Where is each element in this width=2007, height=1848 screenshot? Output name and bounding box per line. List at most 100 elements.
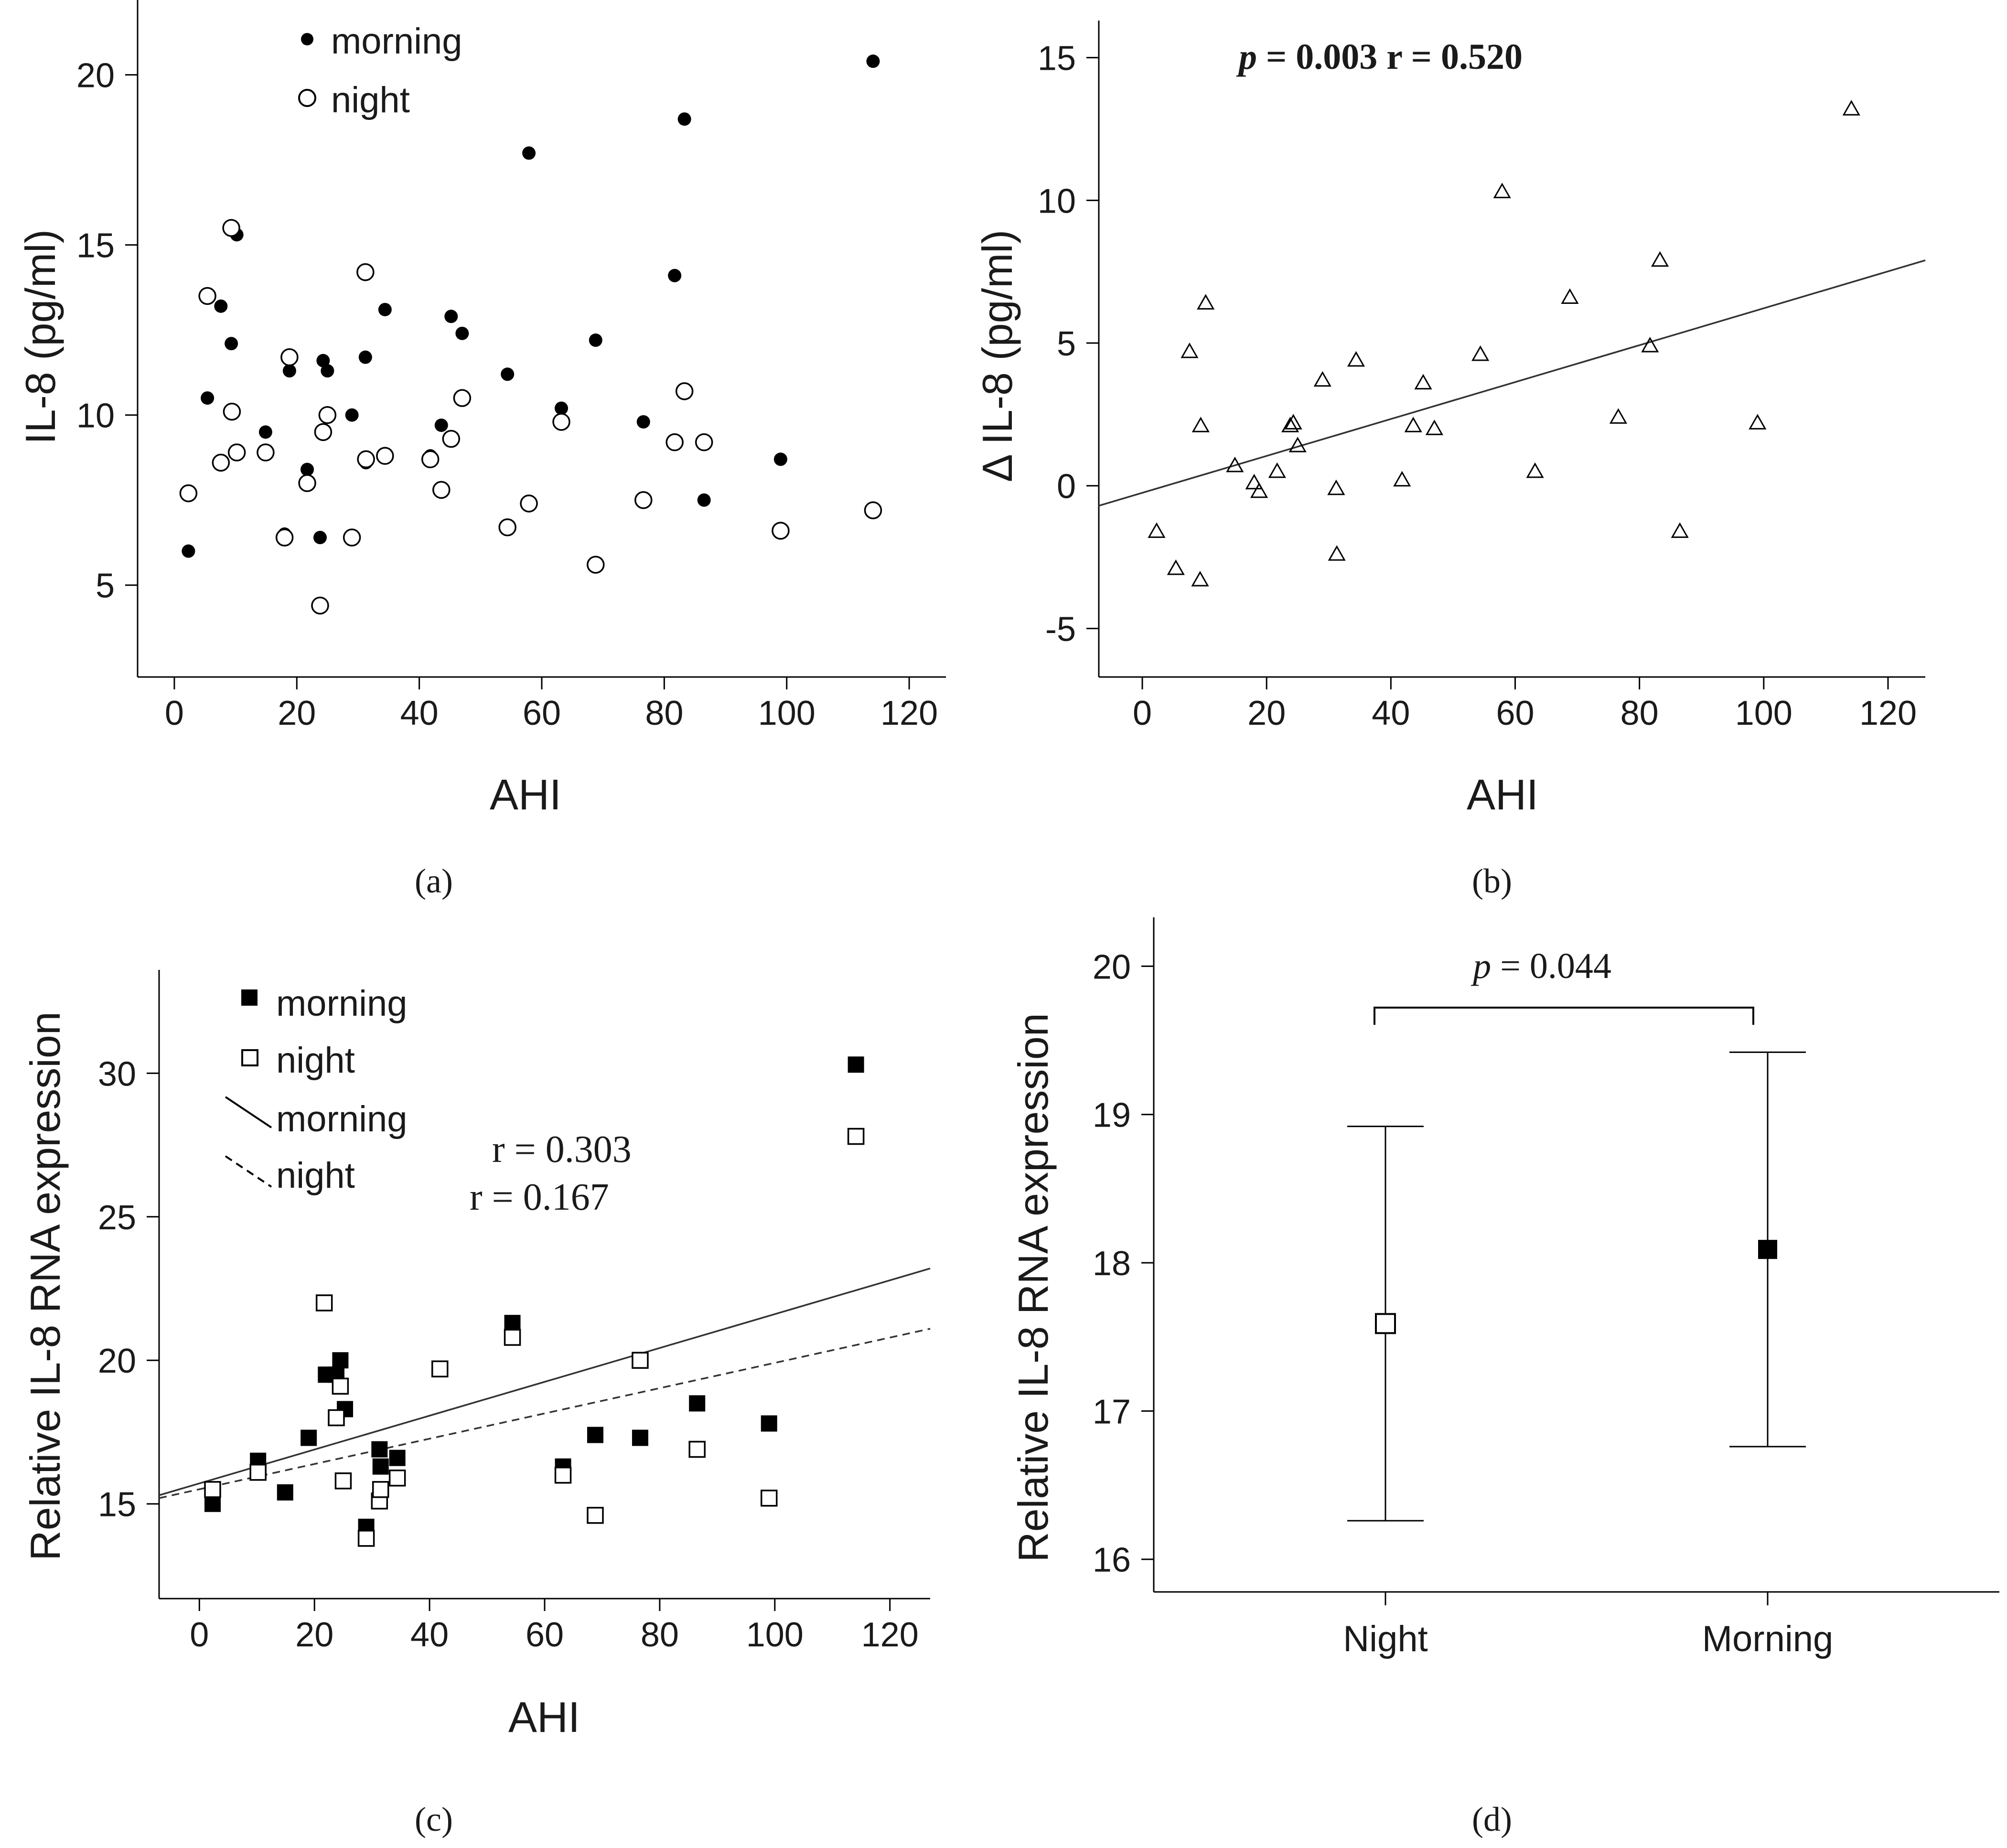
point-morning (501, 367, 515, 381)
panel-d-p-annotation: p = 0.044 (1470, 946, 1611, 986)
point-night (431, 1360, 449, 1378)
panel-c-y-label: Relative IL-8 RNA expression (21, 1011, 69, 1560)
point-night (204, 1481, 221, 1498)
point-night (356, 263, 375, 281)
legend-morning-label: morning (331, 21, 462, 62)
panel-c-fit-lines (159, 1268, 931, 1499)
point-night (372, 1481, 389, 1498)
point-morning (587, 1427, 603, 1443)
point-night (421, 450, 440, 469)
point-night (847, 1128, 865, 1145)
mean-marker-morning (1758, 1240, 1777, 1259)
legend-night-label: night (331, 80, 410, 120)
panel-d-significance-bracket (1374, 1007, 1754, 1025)
y-tick-label: 20 (76, 57, 115, 95)
point-morning (555, 401, 569, 415)
panel-c-x-ticks: 0 20 40 60 80 100 120 (190, 1599, 919, 1654)
point--il-8 (1284, 414, 1302, 430)
point-morning (316, 354, 330, 367)
point-morning (589, 333, 602, 347)
panel-c: 0 20 40 60 80 100 120 15 20 25 30 morning night m… (21, 970, 931, 1838)
point-night (357, 1530, 375, 1547)
point--il-8 (1313, 371, 1331, 387)
panel-b-stats-values: = 0.003 r = 0.520 (1257, 37, 1523, 77)
point--il-8 (1268, 462, 1286, 478)
point-morning (455, 326, 469, 340)
point-night (632, 1352, 649, 1369)
point--il-8 (1609, 408, 1628, 424)
point-night (334, 1472, 352, 1490)
x-tick-label: 20 (1247, 694, 1286, 732)
legend-morning-marker (301, 33, 313, 45)
legend-night-label: night (276, 1040, 355, 1081)
panel-a-points (179, 54, 882, 615)
panel-a-legend: morning night (298, 21, 462, 120)
legend-morning-marker (241, 989, 258, 1006)
y-tick-label: 5 (96, 567, 115, 605)
panel-b-x-label: AHI (1467, 771, 1538, 819)
point-night (357, 450, 375, 469)
point-night (665, 433, 684, 451)
point-night (587, 1506, 604, 1524)
point--il-8 (1197, 294, 1215, 310)
panel-d-p-symbol: p (1470, 946, 1491, 986)
x-tick-label: 40 (410, 1616, 449, 1654)
y-tick-label: 16 (1093, 1541, 1131, 1579)
point-night (223, 402, 241, 421)
point-night (760, 1489, 778, 1507)
point-night (222, 219, 240, 237)
point-night (314, 423, 333, 441)
point-night (315, 1294, 333, 1311)
point--il-8 (1327, 479, 1345, 495)
point-night (864, 501, 882, 519)
x-tick-label: 60 (523, 694, 561, 732)
point--il-8 (1671, 522, 1689, 538)
point-morning (371, 1441, 388, 1458)
y-tick-label: 25 (98, 1199, 136, 1237)
y-tick-label: 15 (1038, 40, 1076, 78)
panel-b-y-ticks: -5 0 5 10 15 (1038, 40, 1099, 648)
point--il-8 (1191, 570, 1209, 587)
point-morning (378, 302, 392, 316)
point-night (275, 528, 294, 547)
point-night (311, 596, 329, 615)
point-morning (677, 112, 691, 126)
panel-b-y-label: Δ IL-8 (pg/ml) (974, 230, 1021, 482)
point--il-8 (1226, 456, 1244, 473)
panel-c-y-ticks: 15 20 25 30 (98, 1055, 159, 1524)
x-tick-label: Night (1343, 1619, 1427, 1659)
y-tick-label: 17 (1093, 1393, 1131, 1431)
panel-d-x-ticks: Night Morning (1343, 1592, 1833, 1659)
point--il-8 (1281, 417, 1299, 432)
point--il-8 (1414, 374, 1432, 390)
panel-d-axes (1153, 917, 1999, 1593)
point--il-8 (1148, 522, 1166, 538)
mean-marker-night (1375, 1313, 1396, 1334)
point-morning (204, 1495, 221, 1512)
x-tick-label: 120 (861, 1616, 919, 1654)
point-night (388, 1469, 406, 1487)
point-morning (214, 299, 228, 313)
x-tick-label: 20 (278, 694, 316, 732)
panel-a: 0 20 40 60 80 100 120 5 10 15 20 morning night AH… (17, 0, 946, 900)
point--il-8 (1167, 559, 1185, 575)
point-morning (201, 391, 215, 405)
point-night (772, 522, 790, 540)
point--il-8 (1651, 251, 1669, 267)
point-night (376, 447, 394, 465)
point-night (432, 481, 451, 499)
point-morning (444, 310, 458, 323)
point-night (675, 382, 694, 400)
point--il-8 (1561, 288, 1579, 304)
panel-b-caption: (b) (1472, 862, 1512, 900)
point-night (552, 413, 570, 431)
y-tick-label: 30 (98, 1055, 136, 1093)
regression-line-night (159, 1328, 931, 1499)
point--il-8 (1250, 482, 1268, 498)
panel-a-y-ticks: 5 10 15 20 (76, 57, 138, 605)
point--il-8 (1393, 471, 1411, 487)
y-tick-label: 18 (1093, 1245, 1131, 1283)
panel-d: 16 17 18 19 20 Night Morning p = 0.044 Relati… (1009, 917, 1999, 1838)
point--il-8 (1493, 183, 1511, 198)
